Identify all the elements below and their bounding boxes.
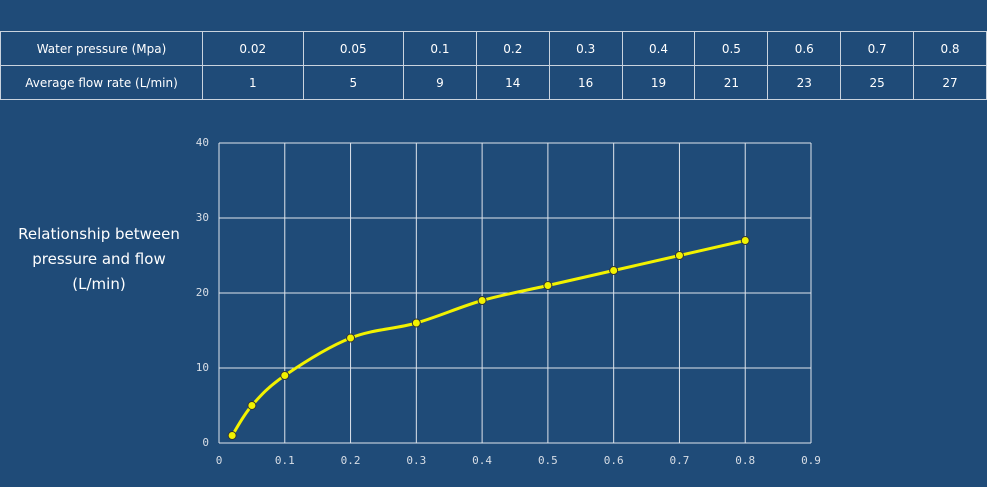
data-point: [543, 281, 553, 290]
chart-title: Relationship between pressure and flow (…: [18, 225, 180, 293]
table-cell: 0.5: [694, 31, 769, 66]
y-tick-label: 10: [196, 361, 209, 374]
x-tick-label: 0.4: [472, 454, 492, 467]
y-tick-label: 30: [196, 211, 209, 224]
x-tick-label: 0.6: [604, 454, 624, 467]
data-point: [609, 266, 619, 275]
data-point: [280, 371, 290, 380]
y-tick-label: 0: [202, 436, 209, 449]
x-tick-label: 0: [216, 454, 223, 467]
row-header: Average flow rate (L/min): [0, 65, 203, 100]
data-table: Water pressure (Mpa) 0.02 0.05 0.1 0.2 0.3 0.4…: [0, 31, 987, 100]
x-tick-label: 0.1: [275, 454, 295, 467]
y-tick-label: 20: [196, 286, 209, 299]
table-cell: 0.4: [621, 31, 696, 66]
table-cell: 0.02: [202, 31, 304, 66]
table-row: Average flow rate (L/min) 1 5 9 14 16 19 21 23 25…: [0, 65, 987, 100]
data-point: [674, 251, 684, 260]
data-point: [247, 401, 257, 410]
x-tick-label: 0.8: [735, 454, 755, 467]
table-cell: 0.1: [403, 31, 477, 66]
data-point: [411, 318, 421, 328]
table-cell: 25: [840, 65, 915, 100]
table-cell: 5: [302, 65, 405, 100]
table-cell: 19: [621, 65, 696, 100]
data-point: [346, 333, 356, 343]
x-tick-label: 0.5: [538, 454, 558, 467]
x-tick-label: 0.7: [670, 454, 690, 467]
table-cell: 16: [548, 65, 623, 100]
table-cell: 9: [403, 65, 477, 100]
table-cell: 14: [475, 65, 550, 100]
table-cell: 0.7: [840, 31, 915, 66]
x-tick-label: 0.2: [341, 454, 361, 467]
table-cell: 23: [767, 65, 842, 100]
table-cell: 27: [913, 65, 987, 100]
row-header: Water pressure (Mpa): [0, 31, 203, 66]
data-point: [227, 431, 237, 440]
data-point: [740, 236, 750, 245]
table-cell: 0.8: [913, 31, 987, 66]
table-row: Water pressure (Mpa) 0.02 0.05 0.1 0.2 0.3 0.4…: [0, 31, 987, 66]
y-tick-label: 40: [196, 136, 209, 149]
series-line: [230, 239, 746, 437]
x-tick-label: 0.3: [406, 454, 426, 467]
table-cell: 0.6: [767, 31, 842, 66]
x-tick-label: 0.9: [801, 454, 821, 467]
data-point: [477, 296, 487, 305]
